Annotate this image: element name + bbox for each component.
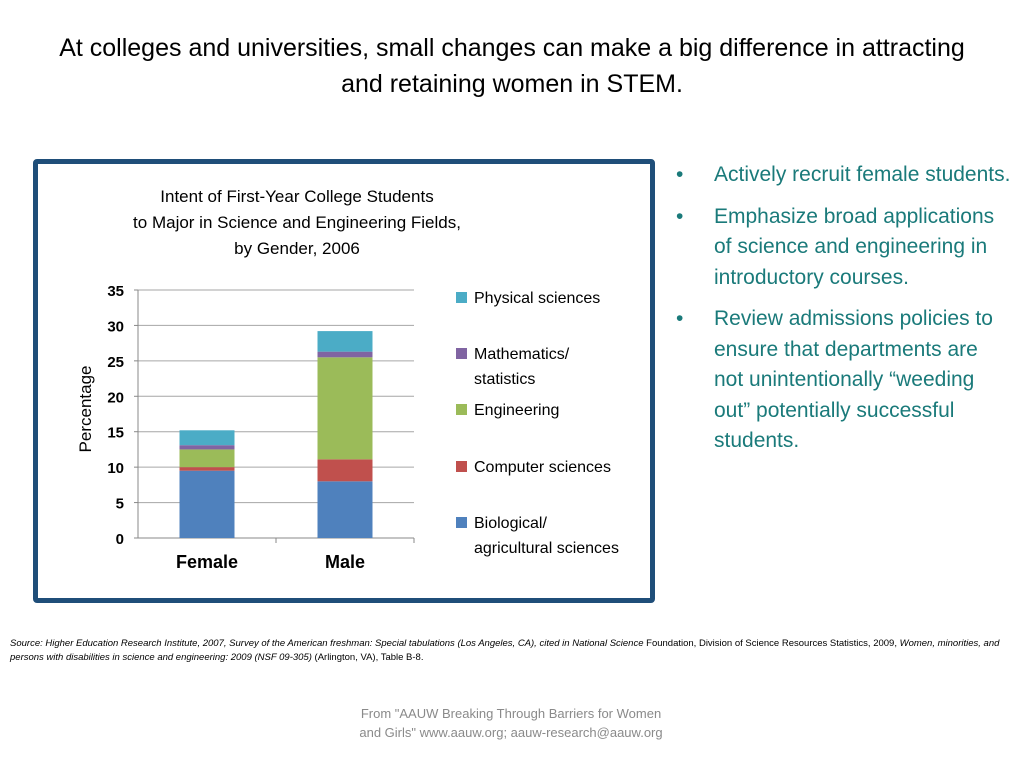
bar-segment bbox=[317, 459, 373, 482]
legend-label: Physical sciences bbox=[474, 290, 600, 307]
source-regular-1: Foundation, Division of Science Resource… bbox=[643, 638, 900, 649]
x-category-label: Female bbox=[176, 552, 238, 572]
bullet-list: • Actively recruit female students. • Emph… bbox=[672, 160, 1012, 468]
bullet-dot-icon: • bbox=[676, 163, 684, 186]
bar-segment bbox=[317, 351, 373, 358]
bullet-dot-icon: • bbox=[676, 204, 684, 228]
y-tick-label: 30 bbox=[107, 318, 124, 335]
bullet-item: • Review admissions policies to ensure th… bbox=[672, 304, 1012, 457]
legend-label: Engineering bbox=[474, 402, 559, 419]
chart-title-line: by Gender, 2006 bbox=[234, 239, 360, 258]
legend-label: statistics bbox=[474, 371, 535, 388]
bar-segment bbox=[179, 449, 235, 468]
bullet-text: Review admissions policies to ensure tha… bbox=[714, 307, 993, 452]
y-tick-label: 0 bbox=[116, 531, 124, 548]
footer-credit: From "AAUW Breaking Through Barriers for… bbox=[359, 706, 663, 740]
legend-swatch bbox=[456, 292, 467, 303]
y-tick-label: 10 bbox=[107, 460, 124, 477]
bar-segment bbox=[317, 331, 373, 352]
y-tick-label: 5 bbox=[116, 496, 124, 513]
legend-swatch bbox=[456, 348, 467, 359]
legend-label: Mathematics/ bbox=[474, 346, 570, 363]
chart-frame: Intent of First-Year College Students to … bbox=[33, 159, 655, 603]
y-axis-label: Percentage bbox=[76, 366, 95, 453]
bar-segment bbox=[317, 357, 373, 460]
y-tick-label: 20 bbox=[107, 389, 124, 406]
source-italic-1: Source: Higher Education Research Instit… bbox=[10, 638, 644, 649]
legend-label: Biological/ bbox=[474, 515, 547, 532]
bar-segment bbox=[317, 481, 373, 538]
stacked-bar-chart: Intent of First-Year College Students to … bbox=[76, 187, 619, 572]
x-category-label: Male bbox=[325, 552, 365, 572]
legend-label: Computer sciences bbox=[474, 459, 611, 476]
source-citation: Source: Higher Education Research Instit… bbox=[10, 637, 1018, 665]
bullet-dot-icon: • bbox=[676, 307, 684, 330]
source-regular-2: (Arlington, VA), Table B-8. bbox=[311, 652, 424, 663]
chart-title-line: to Major in Science and Engineering Fiel… bbox=[133, 213, 461, 232]
y-tick-label: 25 bbox=[107, 354, 124, 371]
legend-label: agricultural sciences bbox=[474, 540, 619, 557]
y-tick-label: 15 bbox=[107, 425, 124, 442]
bar-segment bbox=[179, 470, 235, 538]
bullet-item: • Emphasize broad applications of science… bbox=[672, 202, 1012, 294]
slide-title: At colleges and universities, small chan… bbox=[59, 34, 965, 98]
bullet-text: Emphasize broad applications of science … bbox=[714, 204, 995, 289]
bar-segment bbox=[179, 467, 235, 471]
legend-swatch bbox=[456, 517, 467, 528]
y-tick-label: 35 bbox=[107, 283, 124, 300]
source-italic-2: Women, minorities, and persons with disa… bbox=[10, 638, 1000, 663]
bar-segment bbox=[179, 445, 235, 450]
bar-segment bbox=[179, 430, 235, 446]
legend-swatch bbox=[456, 461, 467, 472]
bullet-item: • Actively recruit female students. bbox=[672, 160, 1012, 191]
chart-title-line: Intent of First-Year College Students bbox=[160, 187, 433, 206]
legend-swatch bbox=[456, 404, 467, 415]
bullet-text: Actively recruit female students. bbox=[714, 163, 1011, 186]
